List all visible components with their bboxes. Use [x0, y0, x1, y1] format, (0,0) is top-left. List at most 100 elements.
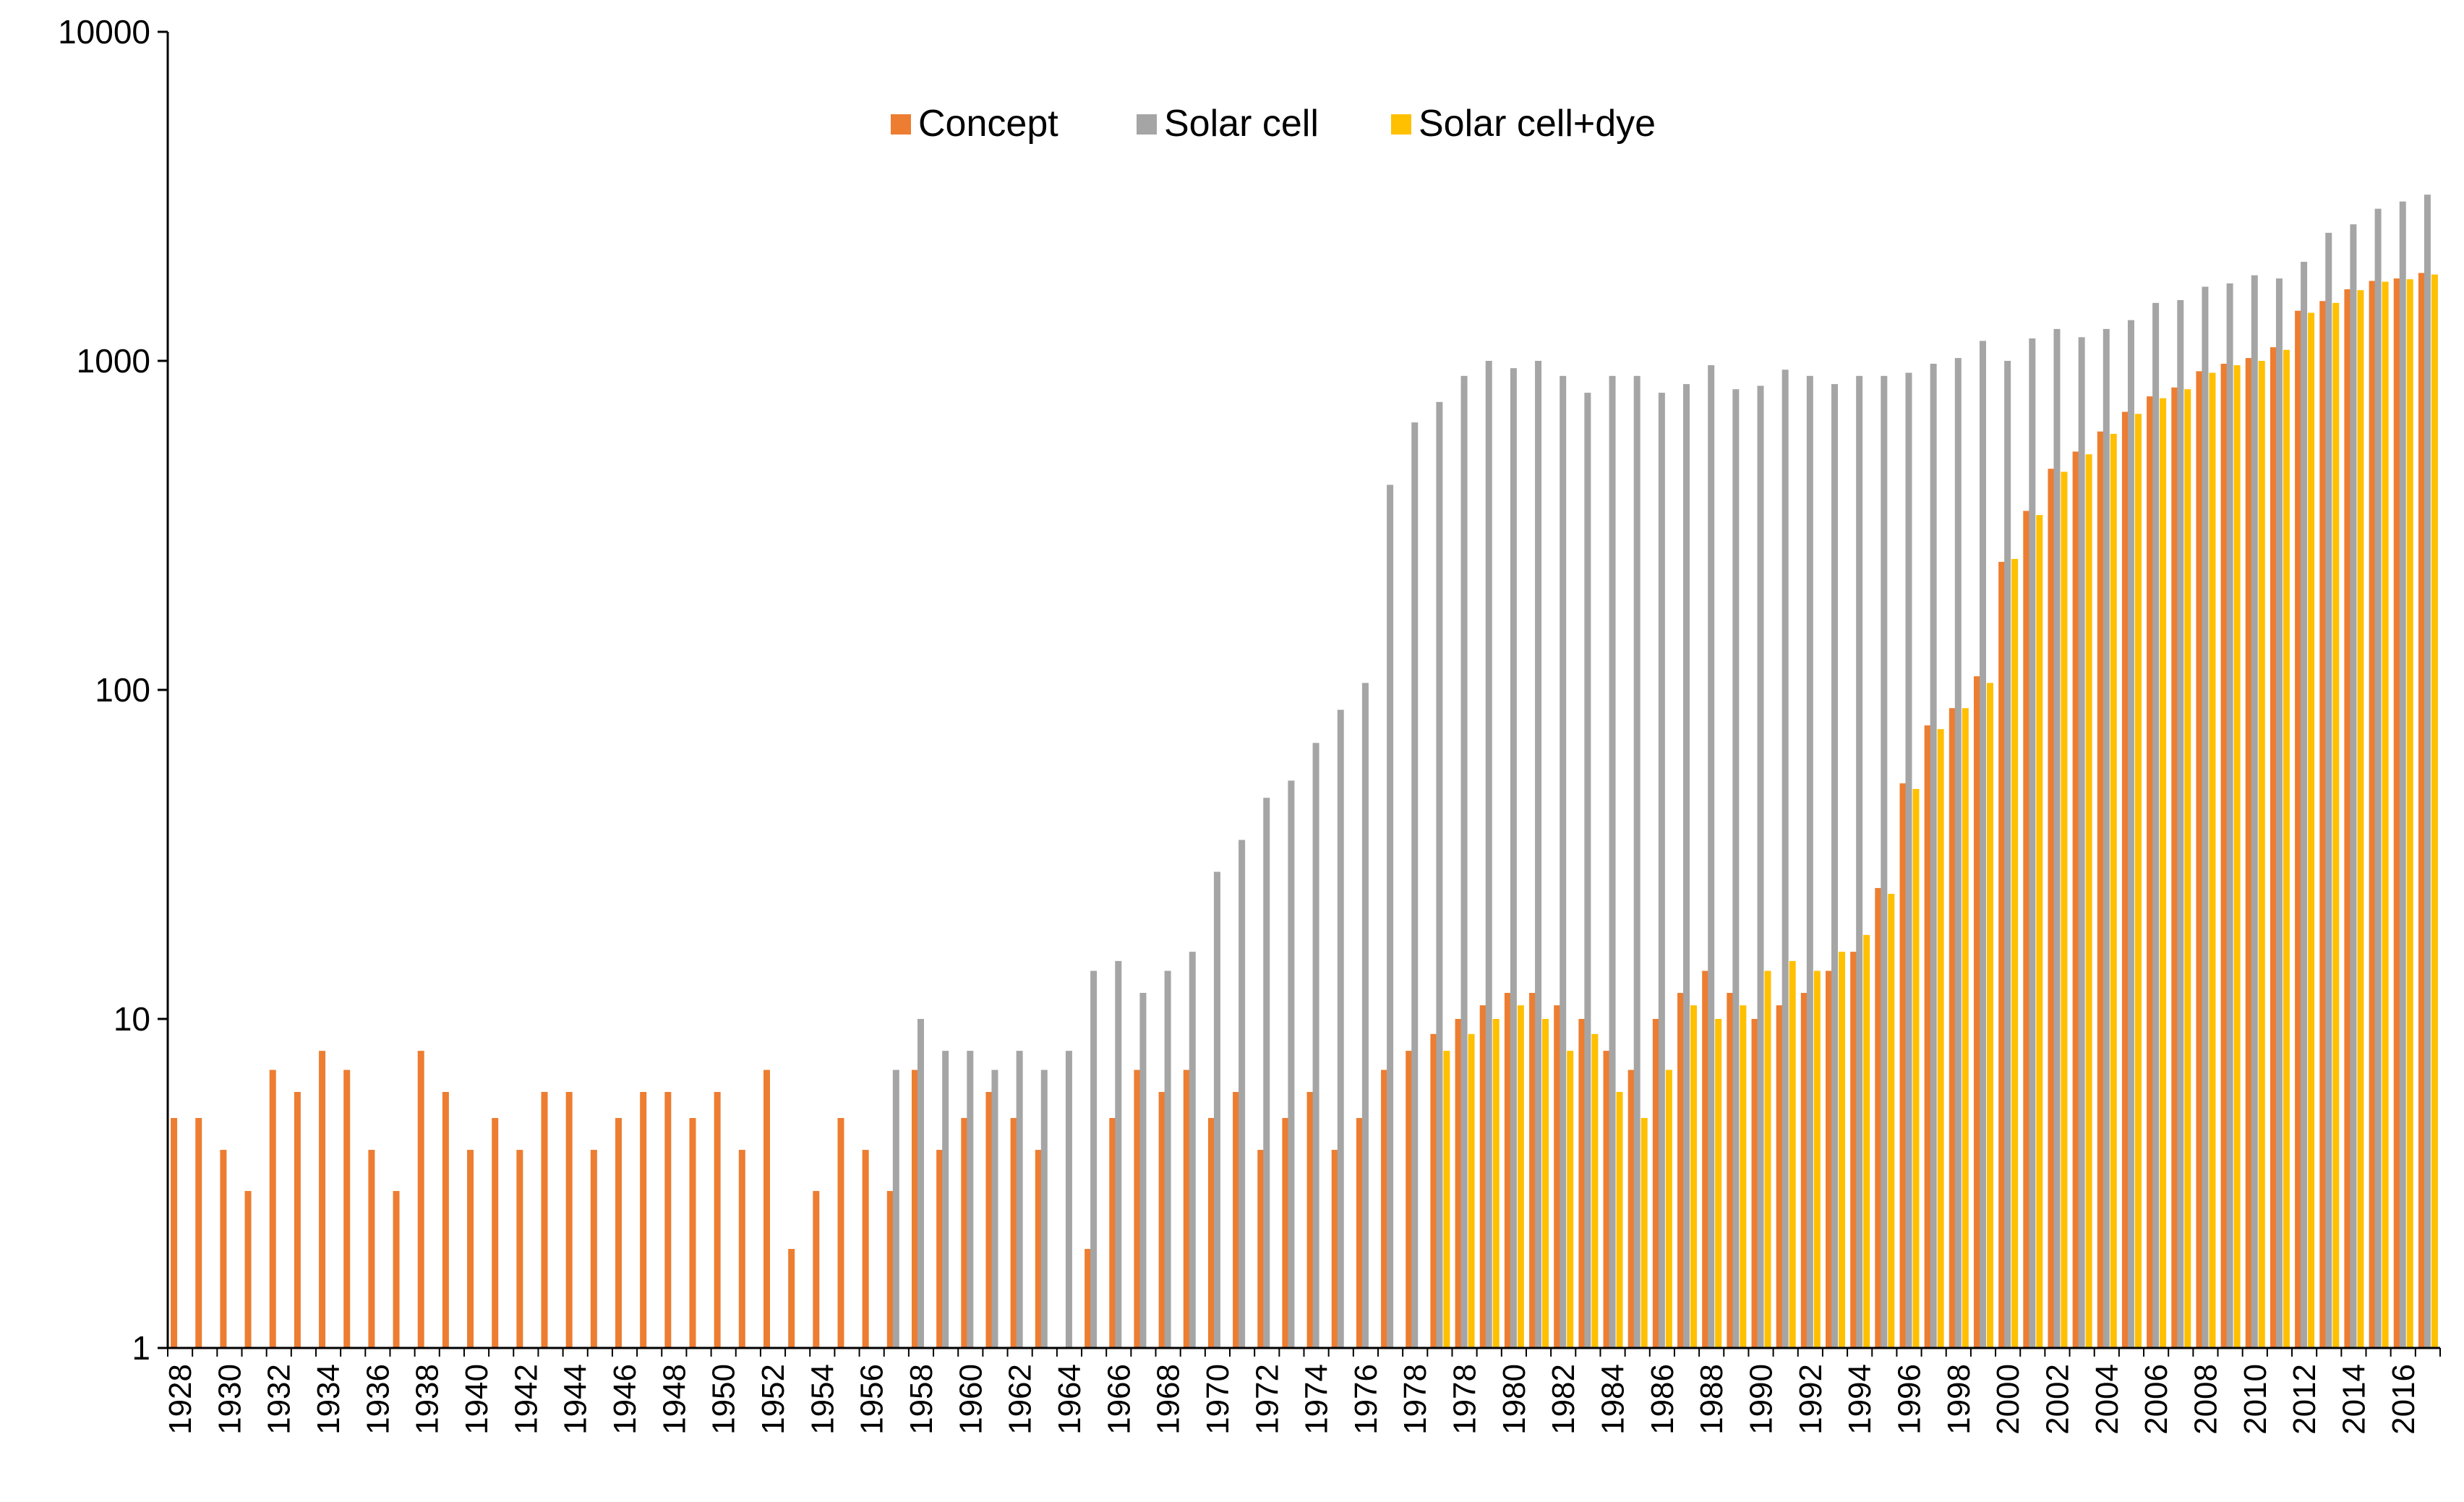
bar [1954, 358, 1962, 1348]
bar [1460, 375, 1468, 1349]
bar [343, 1070, 351, 1348]
x-tick-label: 1930 [212, 1364, 247, 1435]
bar [1905, 372, 1912, 1348]
bar [1979, 341, 1986, 1349]
bar [967, 1051, 974, 1348]
bar [1387, 485, 1394, 1348]
bar [1875, 887, 1882, 1348]
bar [1888, 894, 1895, 1348]
bar [1937, 729, 1944, 1348]
bar [1616, 1091, 1623, 1348]
bar [1962, 708, 1969, 1348]
bar [1609, 375, 1616, 1349]
y-tick-label: 10000 [58, 13, 150, 51]
bar [2160, 398, 2167, 1348]
legend-swatch [891, 114, 911, 135]
x-tick-label: 2016 [2386, 1364, 2421, 1435]
bar [2102, 328, 2110, 1348]
bar [664, 1091, 672, 1348]
bar [1800, 992, 1808, 1348]
bar [1567, 1051, 1574, 1348]
bar [2295, 310, 2302, 1349]
bar [294, 1091, 301, 1348]
bar [886, 1190, 894, 1348]
bar [2418, 273, 2425, 1348]
bar [2424, 195, 2431, 1349]
bar [2374, 208, 2382, 1349]
bar [1751, 1019, 1758, 1348]
bar [917, 1019, 924, 1348]
bar [1584, 393, 1591, 1349]
bar [1856, 375, 1863, 1349]
bar [1306, 1091, 1314, 1348]
bar [2251, 275, 2258, 1349]
x-tick-label: 1972 [1249, 1364, 1285, 1435]
bar [1035, 1150, 1042, 1348]
bar [1578, 1019, 1586, 1348]
bar [615, 1117, 623, 1348]
x-tick-label: 1986 [1645, 1364, 1680, 1435]
bar [1183, 1070, 1190, 1348]
bar [319, 1051, 326, 1348]
bar [2023, 511, 2030, 1349]
x-tick-label: 1950 [706, 1364, 742, 1435]
bar [1683, 384, 1690, 1348]
bar [195, 1117, 202, 1348]
bar [1213, 871, 1220, 1348]
bar [961, 1117, 968, 1348]
bar [1139, 992, 1147, 1348]
bar [1560, 375, 1567, 1349]
bar [2393, 278, 2400, 1349]
bar [220, 1150, 227, 1348]
x-tick-label: 1952 [756, 1364, 791, 1435]
x-tick-label: 2000 [1990, 1364, 2026, 1435]
x-tick-label: 1996 [1891, 1364, 1927, 1435]
x-tick-label: 1964 [1052, 1364, 1087, 1435]
bar [2325, 232, 2332, 1348]
x-tick-label: 1944 [558, 1364, 594, 1435]
bar [1356, 1117, 1363, 1348]
bar [1665, 1070, 1672, 1348]
bar [1361, 683, 1369, 1348]
bar [1164, 970, 1171, 1348]
x-tick-label: 1978 [1398, 1364, 1433, 1435]
bar [1510, 368, 1517, 1349]
bar [2319, 301, 2327, 1348]
bar [2184, 389, 2191, 1348]
bar [1436, 401, 1443, 1348]
x-tick-label: 1946 [607, 1364, 643, 1435]
bar [1708, 365, 1715, 1349]
x-tick-label: 1968 [1151, 1364, 1186, 1435]
bar [1430, 1033, 1437, 1348]
bar [590, 1150, 597, 1348]
bar [1337, 709, 1344, 1348]
bar [2245, 358, 2252, 1348]
bar [393, 1190, 400, 1348]
bar [1603, 1051, 1610, 1348]
bar [1740, 1005, 1747, 1348]
bar [1627, 1070, 1635, 1348]
bar [244, 1190, 252, 1348]
bar [1517, 1005, 1524, 1348]
bar [2177, 299, 2184, 1349]
bar [2085, 454, 2092, 1348]
bar [417, 1051, 424, 1348]
bar [1282, 1117, 1289, 1348]
bar [1535, 361, 1542, 1348]
bar [1455, 1019, 1462, 1348]
bar [2078, 337, 2085, 1348]
x-tick-label: 1998 [1941, 1364, 1977, 1435]
bar [1677, 992, 1685, 1348]
bar [985, 1091, 993, 1348]
bar [2134, 414, 2142, 1348]
x-tick-label: 1958 [904, 1364, 939, 1435]
bar [1109, 1117, 1116, 1348]
bar [788, 1249, 795, 1348]
bar [2171, 387, 2178, 1348]
bar [1881, 375, 1888, 1349]
y-tick-label: 100 [95, 671, 150, 709]
x-tick-label: 2006 [2139, 1364, 2174, 1435]
bar [492, 1117, 499, 1348]
bar [1542, 1019, 1549, 1348]
bar [541, 1091, 548, 1348]
